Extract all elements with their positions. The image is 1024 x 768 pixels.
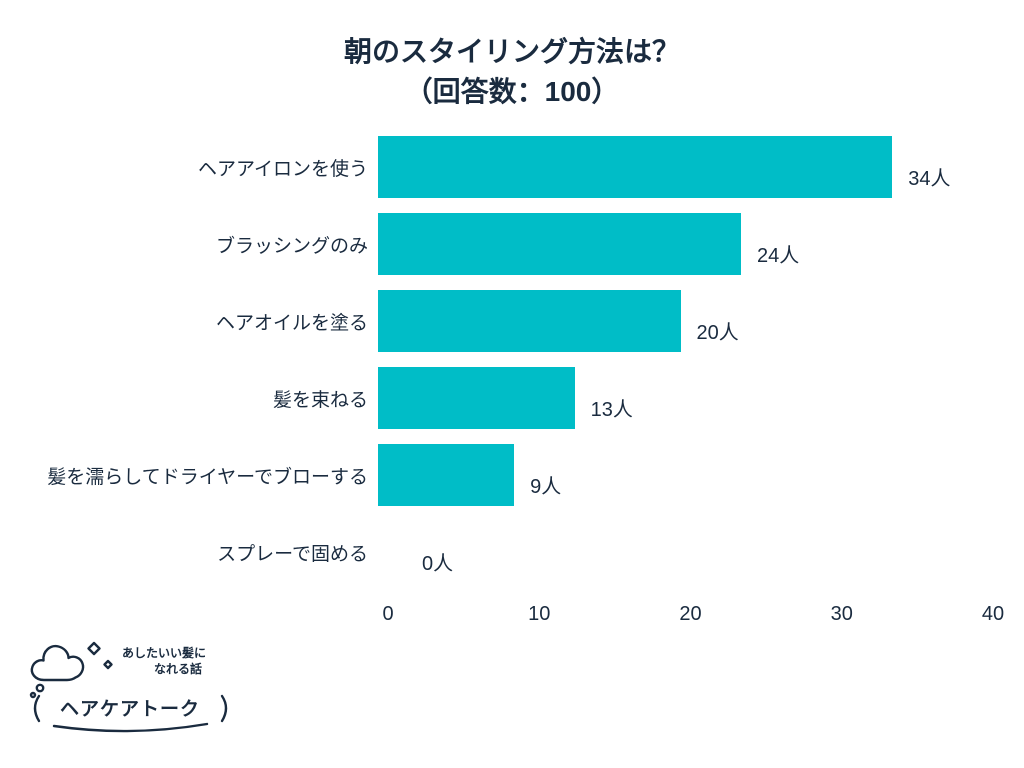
bar-track: 0人	[378, 521, 983, 583]
brand-logo: あしたいい髪に なれる話 ヘアケアトーク	[26, 634, 246, 742]
value-label: 24人	[757, 245, 800, 267]
bar	[378, 367, 575, 429]
category-label: スプレーで固める	[217, 543, 368, 565]
sparkle-icon	[103, 659, 113, 670]
category-label: ヘアオイルを塗る	[215, 312, 368, 334]
bar-row: ヘアアイロンを使う 34人	[0, 136, 1024, 198]
bar-row: スプレーで固める 0人	[0, 521, 1024, 583]
bar-track: 13人	[378, 367, 983, 429]
logo-tagline-line2: なれる話	[154, 661, 202, 676]
logo-tagline-line1: あしたいい髪に	[122, 645, 206, 660]
value-label: 20人	[696, 322, 739, 344]
value-label: 13人	[590, 399, 633, 421]
chart-title-line1: 朝のスタイリング方法は？	[343, 36, 680, 67]
x-tick-label: 40	[981, 603, 1005, 625]
category-label: ブラッシングのみ	[215, 235, 368, 257]
category-label: 髪を束ねる	[272, 389, 368, 411]
bubble-icon	[35, 683, 45, 693]
badge-underline	[52, 722, 209, 733]
bar-track: 20人	[378, 290, 983, 352]
badge-right-arc	[220, 694, 228, 723]
chart-title: 朝のスタイリング方法は？ （回答数：100）	[0, 32, 1024, 112]
bar-row: ブラッシングのみ 24人	[0, 213, 1024, 275]
cloud-icon	[30, 644, 85, 682]
bar	[378, 213, 741, 275]
bar-track: 34人	[378, 136, 983, 198]
x-tick-label: 10	[528, 603, 551, 625]
bar-rows: ヘアアイロンを使う 34人ブラッシングのみ 24人ヘアオイルを塗る 20人髪を束ねる 1…	[0, 136, 1024, 583]
x-tick-label: 20	[679, 603, 702, 625]
x-tick-label: 0	[382, 603, 394, 625]
category-label: ヘアアイロンを使う	[197, 158, 368, 180]
x-axis: 0 10 20 30 40	[382, 603, 1004, 633]
bar-row: 髪を束ねる 13人	[0, 367, 1024, 429]
bar-track: 9人	[378, 444, 983, 506]
value-label: 34人	[908, 168, 951, 190]
logo-brand-text: ヘアケアトーク	[60, 698, 200, 720]
bar	[378, 444, 515, 506]
badge-left-arc	[33, 694, 41, 723]
value-label: 0人	[422, 553, 454, 575]
bar-row: 髪を濡らしてドライヤーでブローする 9人	[0, 444, 1024, 506]
logo-graphic: あしたいい髪に なれる話 ヘアケアトーク	[29, 641, 228, 733]
x-tick-label: 30	[830, 603, 853, 625]
category-label: 髪を濡らしてドライヤーでブローする	[47, 466, 368, 488]
sparkle-icon	[87, 641, 101, 656]
bar-track: 24人	[378, 213, 983, 275]
bar	[378, 136, 893, 198]
bar-chart: ヘアアイロンを使う 34人ブラッシングのみ 24人ヘアオイルを塗る 20人髪を束ねる 1…	[0, 136, 1024, 633]
bar-row: ヘアオイルを塗る 20人	[0, 290, 1024, 352]
bar	[378, 290, 681, 352]
value-label: 9人	[530, 476, 562, 498]
bubble-icon	[29, 691, 37, 699]
chart-title-line2: （回答数：100）	[404, 76, 620, 107]
